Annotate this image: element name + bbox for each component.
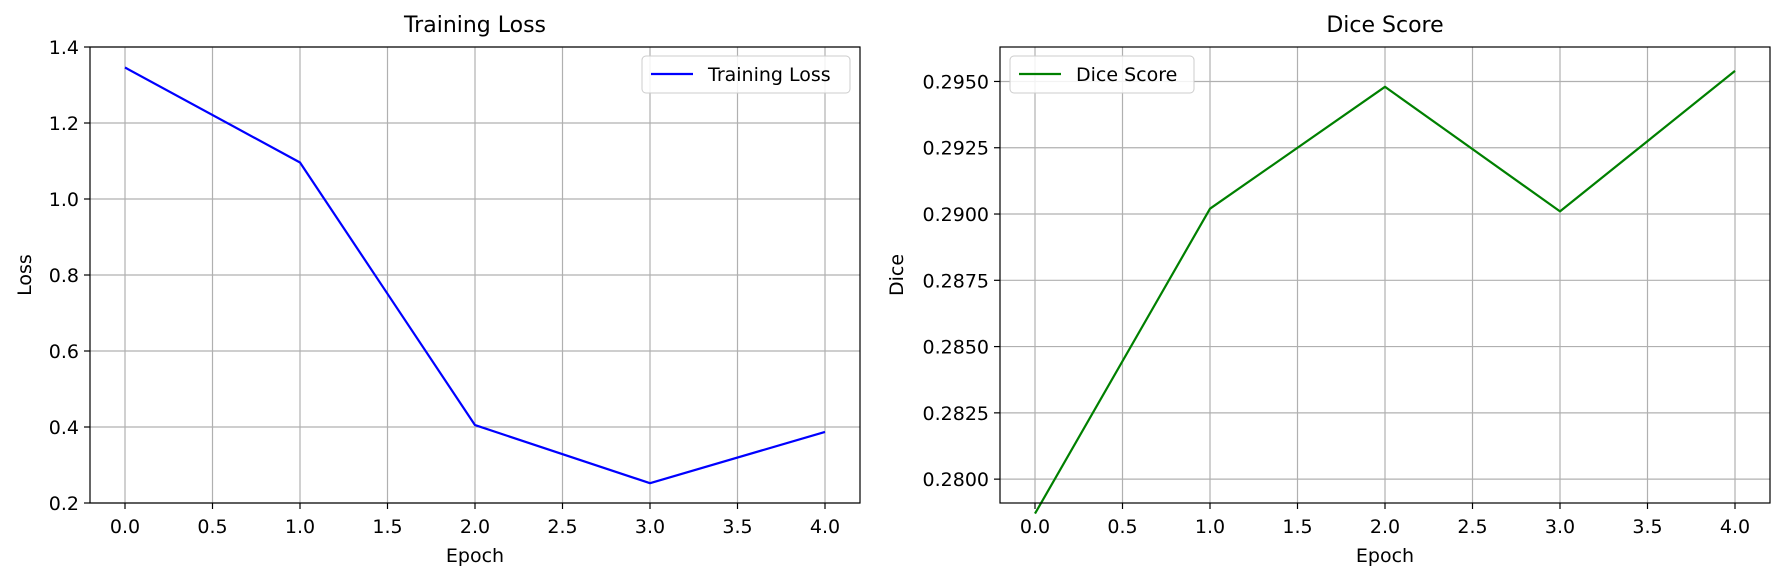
chart-title: Training Loss	[403, 13, 546, 38]
y-tick-label: 0.2900	[923, 204, 989, 226]
x-tick-label: 3.5	[722, 516, 752, 538]
series-line	[1034, 70, 1736, 515]
y-tick-label: 0.2825	[923, 403, 989, 425]
legend-box	[641, 55, 851, 94]
x-tick-label: 1.5	[372, 516, 402, 538]
y-tick-label: 0.6	[49, 341, 79, 363]
y-tick-label: 0.2950	[923, 71, 989, 93]
x-tick-label: 1.0	[285, 516, 315, 538]
x-tick-label: 4.0	[810, 516, 840, 538]
x-tick-label: 0.0	[110, 516, 140, 538]
legend-label: Training Loss	[707, 64, 831, 86]
y-tick-label: 0.2925	[923, 138, 989, 160]
y-axis-label: Dice	[886, 254, 908, 296]
y-tick-label: 0.4	[49, 417, 79, 439]
chart-panel-2: 0.0 0.5 1.0 1.5 2.0 2.5 3.0 3.5 4.0 0.2800 0.2825 0…	[886, 13, 1771, 567]
series-line	[124, 66, 826, 485]
y-tick-label: 1.0	[49, 189, 79, 211]
x-tick-label: 0.0	[1020, 516, 1050, 538]
y-tick-label: 0.2850	[923, 337, 989, 359]
legend-label: Dice Score	[1076, 64, 1177, 86]
x-tick-label: 0.5	[1107, 516, 1137, 538]
x-tick-label: 0.5	[197, 516, 227, 538]
legend: Training Loss	[641, 55, 851, 94]
x-tick-label: 2.5	[1457, 516, 1487, 538]
x-axis-label: Epoch	[1356, 545, 1414, 567]
x-tick-label: 2.5	[547, 516, 577, 538]
x-tick-label: 3.0	[635, 516, 665, 538]
x-tick-label: 3.0	[1545, 516, 1575, 538]
chart-title: Dice Score	[1326, 13, 1443, 38]
x-tick-label: 3.5	[1632, 516, 1662, 538]
chart-panel-1: 0.0 0.5 1.0 1.5 2.0 2.5 3.0 3.5 4.0 0.2 0.4 0.6 0.8 1…	[14, 13, 861, 567]
x-tick-label: 1.5	[1282, 516, 1312, 538]
x-tick-label: 1.0	[1195, 516, 1225, 538]
legend-box	[1009, 55, 1195, 94]
y-tick-label: 0.2875	[923, 270, 989, 292]
y-tick-label: 0.8	[49, 265, 79, 287]
x-axis-label: Epoch	[446, 545, 504, 567]
legend: Dice Score	[1009, 55, 1195, 94]
x-tick-label: 4.0	[1720, 516, 1750, 538]
y-tick-label: 0.2	[49, 493, 79, 515]
x-tick-label: 2.0	[1370, 516, 1400, 538]
y-axis-label: Loss	[14, 254, 36, 296]
x-tick-label: 2.0	[460, 516, 490, 538]
y-tick-label: 1.2	[49, 113, 79, 135]
y-tick-label: 0.2800	[923, 469, 989, 491]
y-tick-label: 1.4	[49, 37, 79, 59]
